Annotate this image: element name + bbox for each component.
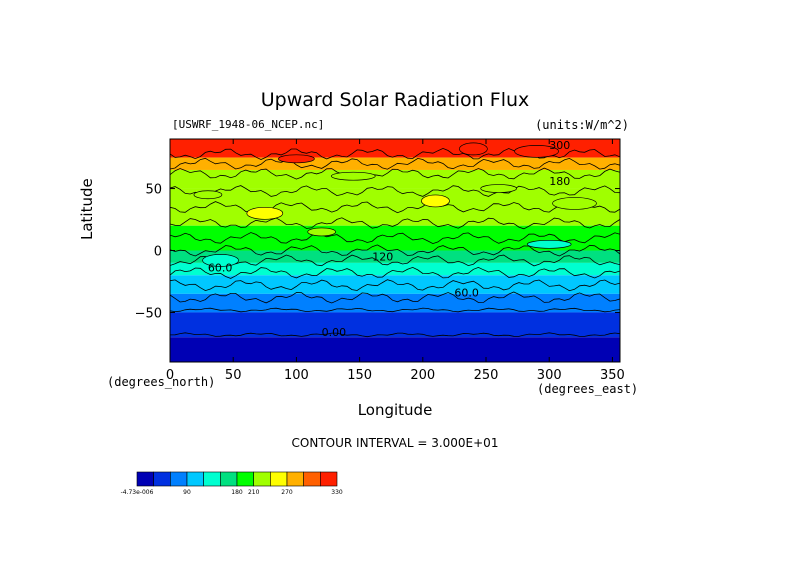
- colorbar-swatch-8: [270, 471, 288, 487]
- contour-label-5: 0.00: [322, 326, 347, 339]
- latitude-band-2: [170, 169, 620, 189]
- contour-line-5: [170, 217, 620, 230]
- y-axis-label: Latitude: [78, 178, 96, 240]
- colorbar-swatch-7: [253, 471, 271, 487]
- colorbar-tick-label-4: 270: [281, 489, 293, 496]
- contour-label-1: 180: [549, 175, 570, 188]
- x-tick-label-2: 100: [284, 368, 309, 383]
- contour-line-10: [170, 279, 620, 292]
- latitude-band-6: [170, 262, 620, 276]
- x-tick-label-4: 200: [410, 368, 435, 383]
- contour-line-13: [170, 332, 620, 338]
- contour-blob-11: [514, 145, 559, 158]
- contour-blob-4: [480, 184, 518, 193]
- colorbar-swatch-9: [286, 471, 304, 487]
- colorbar-tick-label-2: 180: [231, 489, 243, 496]
- contour-blob-10: [278, 154, 315, 164]
- contour-line-4: [170, 201, 620, 214]
- colorbar-swatch-6: [236, 471, 254, 487]
- contour-line-7: [170, 244, 620, 257]
- y-tick-label-0: −50: [135, 306, 162, 321]
- contour-label-4: 60.0: [454, 286, 479, 299]
- contour-blob-2: [330, 171, 376, 181]
- latitude-band-5: [170, 250, 620, 263]
- x-tick-label-0: 0: [166, 368, 174, 383]
- contour-line-1: [170, 157, 620, 170]
- x-unit-label: (degrees_east): [537, 382, 639, 396]
- colorbar-swatch-10: [303, 471, 321, 487]
- contour-line-2: [170, 167, 620, 180]
- colorbar-swatch-2: [170, 471, 188, 487]
- x-tick-label-6: 300: [537, 368, 562, 383]
- colorbar-swatch-1: [153, 471, 171, 487]
- colorbar-swatch-11: [320, 471, 338, 487]
- contour-blob-3: [421, 194, 450, 208]
- contour-blob-9: [459, 142, 488, 156]
- x-tick-label-3: 150: [347, 368, 372, 383]
- latitude-band-1: [170, 157, 620, 170]
- colorbar-swatch-3: [186, 471, 204, 487]
- contour-blob-0: [193, 190, 223, 200]
- x-tick-label-1: 50: [225, 368, 242, 383]
- y-tick-label-1: 0: [154, 245, 162, 260]
- y-unit-label: (degrees_north): [107, 375, 216, 389]
- contour-line-12: [170, 307, 620, 313]
- contour-line-9: [170, 266, 620, 279]
- colorbar-swatch-4: [203, 471, 221, 487]
- latitude-band-7: [170, 275, 620, 294]
- latitude-band-3: [170, 188, 620, 226]
- contour-label-3: 60.0: [208, 262, 233, 275]
- contour-blob-6: [307, 227, 337, 237]
- contour-line-8: [170, 254, 620, 267]
- contour-line-0: [170, 147, 620, 160]
- colorbar-tick-label-3: 210: [248, 489, 260, 496]
- contour-line-6: [170, 232, 620, 245]
- x-tick-label-5: 250: [474, 368, 499, 383]
- latitude-band-8: [170, 293, 620, 313]
- contour-line-11: [170, 291, 620, 304]
- x-axis-label: Longitude: [357, 401, 433, 419]
- colorbar-swatch-5: [220, 471, 238, 487]
- y-tick-label-2: 50: [145, 183, 162, 198]
- contour-label-0: 300: [549, 139, 570, 152]
- contour-blob-1: [246, 206, 284, 220]
- latitude-band-10: [170, 337, 620, 362]
- colorbar-tick-label-0: -4.73e-006: [121, 489, 154, 496]
- contour-blob-7: [202, 254, 239, 267]
- colorbar-tick-label-1: 90: [183, 489, 191, 496]
- contour-label-2: 120: [372, 250, 393, 263]
- units-label: (units:W/m^2): [535, 118, 629, 132]
- contour-line-3: [170, 185, 620, 197]
- x-tick-label-7: 350: [600, 368, 625, 383]
- colorbar-swatch-0: [136, 471, 154, 487]
- contour-blob-8: [526, 239, 572, 249]
- source-label: [USWRF_1948-06_NCEP.nc]: [172, 118, 325, 131]
- chart-title: Upward Solar Radiation Flux: [260, 89, 530, 111]
- colorbar-tick-label-5: 330: [331, 489, 343, 496]
- contour-interval-text: CONTOUR INTERVAL = 3.000E+01: [291, 436, 499, 450]
- contour-blob-5: [552, 197, 597, 210]
- latitude-band-0: [170, 139, 620, 158]
